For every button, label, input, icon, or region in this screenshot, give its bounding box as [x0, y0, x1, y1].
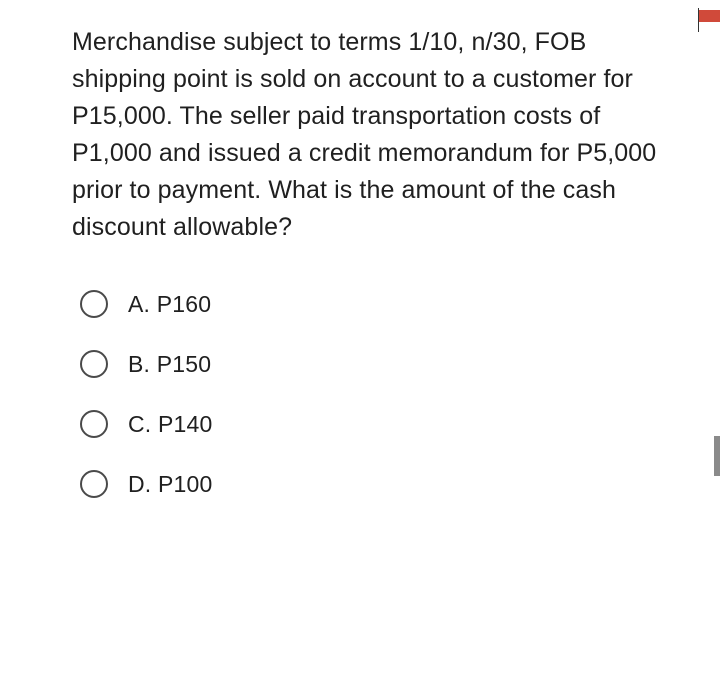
radio-icon[interactable] [80, 350, 108, 378]
question-container: Merchandise subject to terms 1/10, n/30,… [0, 0, 720, 522]
option-c[interactable]: C. P140 [80, 410, 660, 438]
radio-icon[interactable] [80, 410, 108, 438]
question-text: Merchandise subject to terms 1/10, n/30,… [72, 24, 660, 246]
option-a[interactable]: A. P160 [80, 290, 660, 318]
option-label: A. P160 [128, 291, 211, 318]
radio-icon[interactable] [80, 470, 108, 498]
radio-icon[interactable] [80, 290, 108, 318]
option-d[interactable]: D. P100 [80, 470, 660, 498]
flag-icon [698, 8, 720, 32]
options-group: A. P160 B. P150 C. P140 D. P100 [72, 290, 660, 498]
option-label: C. P140 [128, 411, 213, 438]
scroll-indicator [714, 436, 720, 476]
option-label: B. P150 [128, 351, 211, 378]
option-label: D. P100 [128, 471, 213, 498]
option-b[interactable]: B. P150 [80, 350, 660, 378]
